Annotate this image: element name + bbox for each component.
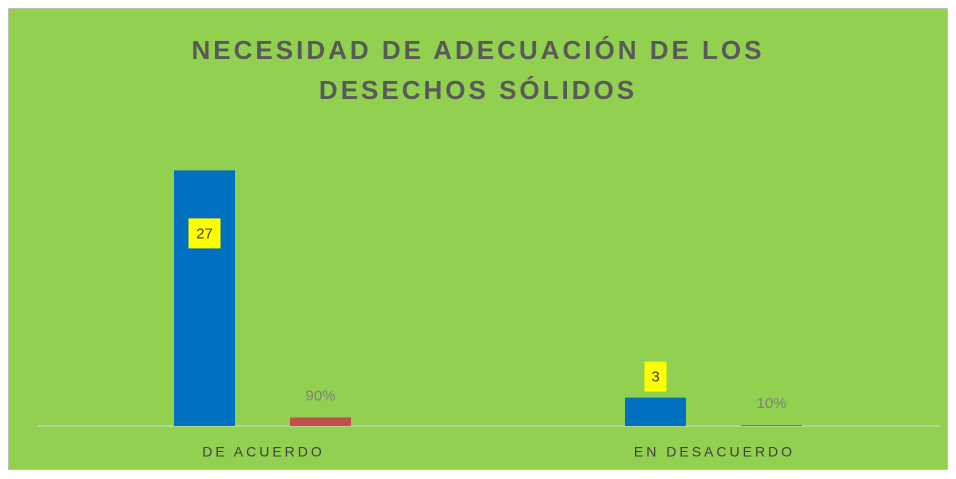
chart-title: NECESIDAD DE ADECUACIÓN DE LOS DESECHOS … [191, 35, 765, 105]
bar [290, 417, 351, 426]
bar [625, 397, 686, 426]
data-label-bg [188, 218, 221, 249]
x-tick-label: EN DESACUERDO [634, 444, 795, 460]
x-tick-label: DE ACUERDO [202, 444, 325, 460]
chart-area [8, 8, 948, 470]
bar [741, 425, 802, 426]
data-label-bg [644, 361, 667, 392]
bar [174, 170, 235, 426]
data-label: 27 [196, 225, 213, 242]
data-label: 10% [756, 395, 786, 412]
data-label: 90% [305, 387, 335, 404]
data-label: 3 [651, 369, 659, 386]
